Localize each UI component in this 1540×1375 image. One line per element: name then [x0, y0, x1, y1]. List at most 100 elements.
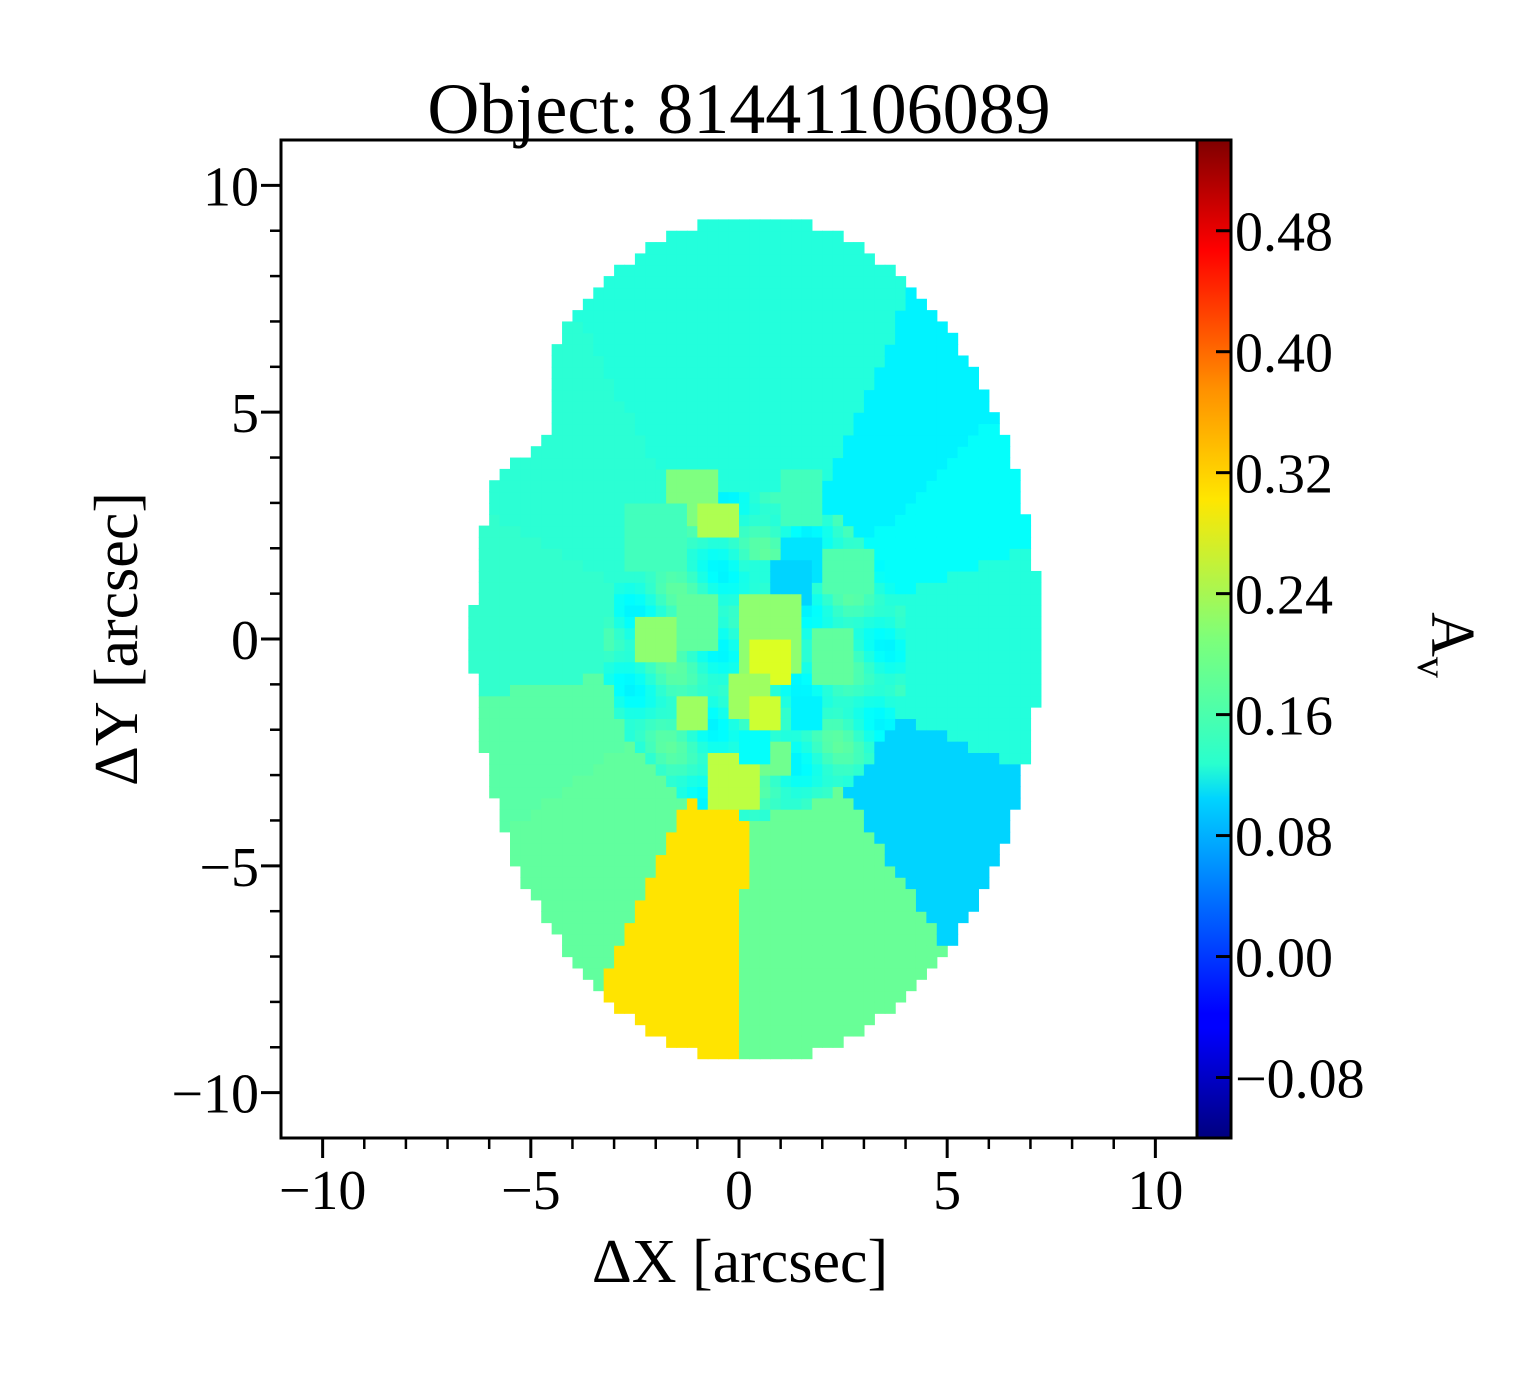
spaxel — [593, 344, 605, 357]
spaxel — [718, 854, 730, 867]
spaxel — [915, 321, 927, 334]
spaxel — [801, 661, 813, 674]
spaxel — [645, 344, 657, 357]
spaxel — [811, 865, 823, 878]
spaxel — [895, 400, 907, 413]
spaxel — [895, 695, 907, 708]
spaxel — [791, 321, 803, 334]
spaxel — [634, 979, 646, 992]
spaxel — [895, 604, 907, 617]
spaxel — [884, 276, 896, 289]
spaxel — [957, 593, 969, 606]
spaxel — [634, 502, 646, 515]
spaxel — [655, 945, 667, 958]
spaxel — [645, 548, 657, 561]
spaxel — [791, 650, 803, 663]
spaxel — [926, 378, 938, 391]
spaxel — [895, 831, 907, 844]
spaxel — [1009, 775, 1021, 788]
spaxel — [832, 310, 844, 323]
spaxel — [728, 786, 740, 799]
spaxel — [676, 514, 688, 527]
spaxel — [686, 1001, 698, 1014]
spaxel — [707, 979, 719, 992]
spaxel — [832, 786, 844, 799]
spaxel — [770, 627, 782, 640]
spaxel — [968, 707, 980, 719]
spaxel — [614, 593, 626, 606]
spaxel — [593, 287, 605, 300]
spaxel — [739, 593, 751, 606]
spaxel — [593, 468, 605, 481]
spaxel — [822, 616, 834, 629]
spaxel — [832, 253, 844, 266]
spaxel — [968, 831, 980, 844]
spaxel — [863, 457, 875, 470]
spaxel — [1009, 536, 1021, 549]
spaxel — [759, 604, 771, 617]
spaxel — [718, 582, 730, 595]
spaxel — [697, 514, 709, 527]
spaxel — [707, 695, 719, 708]
spaxel — [686, 933, 698, 946]
spaxel — [739, 604, 751, 617]
spaxel — [811, 525, 823, 538]
spaxel — [926, 684, 938, 697]
spaxel — [739, 253, 751, 266]
spaxel — [697, 911, 709, 924]
spaxel — [676, 502, 688, 515]
spaxel — [562, 752, 574, 765]
x-tick-label: 5 — [933, 1160, 961, 1222]
spaxel — [874, 468, 886, 481]
spaxel — [718, 491, 730, 504]
spaxel — [832, 548, 844, 561]
spaxel — [874, 718, 886, 731]
spaxel — [791, 310, 803, 323]
spaxel — [874, 570, 886, 583]
spaxel — [780, 763, 792, 776]
spaxel — [895, 639, 907, 651]
spaxel — [676, 412, 688, 425]
spaxel — [676, 548, 688, 561]
spaxel — [895, 956, 907, 969]
spaxel — [926, 559, 938, 572]
spaxel — [822, 412, 834, 425]
spaxel — [895, 752, 907, 765]
spaxel — [770, 355, 782, 368]
spaxel — [551, 911, 563, 924]
spaxel — [728, 298, 740, 311]
spaxel — [1030, 695, 1042, 708]
spaxel — [624, 378, 636, 391]
spaxel — [582, 491, 594, 504]
spaxel — [905, 457, 917, 470]
spaxel — [843, 752, 855, 765]
spaxel — [666, 933, 678, 946]
spaxel — [697, 729, 709, 742]
spaxel — [530, 582, 542, 595]
spaxel — [510, 763, 522, 776]
spaxel — [739, 230, 751, 243]
spaxel — [895, 843, 907, 856]
spaxel — [988, 434, 1000, 447]
spaxel — [739, 1047, 751, 1060]
spaxel — [551, 707, 563, 719]
spaxel — [676, 775, 688, 788]
spaxel — [510, 616, 522, 629]
spaxel — [572, 457, 584, 470]
spaxel — [718, 548, 730, 561]
spaxel — [780, 956, 792, 969]
spaxel — [801, 1024, 813, 1037]
spaxel — [905, 298, 917, 311]
spaxel — [728, 287, 740, 300]
spaxel — [645, 525, 657, 538]
spaxel — [749, 979, 761, 992]
spaxel — [915, 967, 927, 980]
spaxel — [634, 412, 646, 425]
spaxel — [645, 378, 657, 391]
spaxel — [874, 786, 886, 799]
spaxel — [489, 593, 501, 606]
spaxel — [863, 990, 875, 1003]
spaxel — [676, 230, 688, 243]
spaxel — [739, 831, 751, 844]
